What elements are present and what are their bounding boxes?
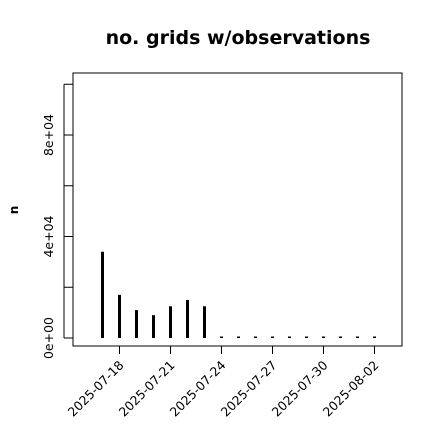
y-axis: 0e+00 4e+04 8e+04 (41, 83, 73, 359)
plot-frame (72, 72, 403, 347)
y-tick-label: 0e+00 (41, 317, 56, 359)
y-tick-label: 4e+04 (41, 215, 56, 257)
chart-title: no. grids w/observations (106, 27, 371, 49)
y-axis-label: n (7, 206, 21, 215)
bars (101, 251, 376, 338)
y-tick-label: 8e+04 (41, 114, 56, 156)
x-axis: 2025-07-182025-07-212025-07-242025-07-27… (65, 345, 382, 419)
